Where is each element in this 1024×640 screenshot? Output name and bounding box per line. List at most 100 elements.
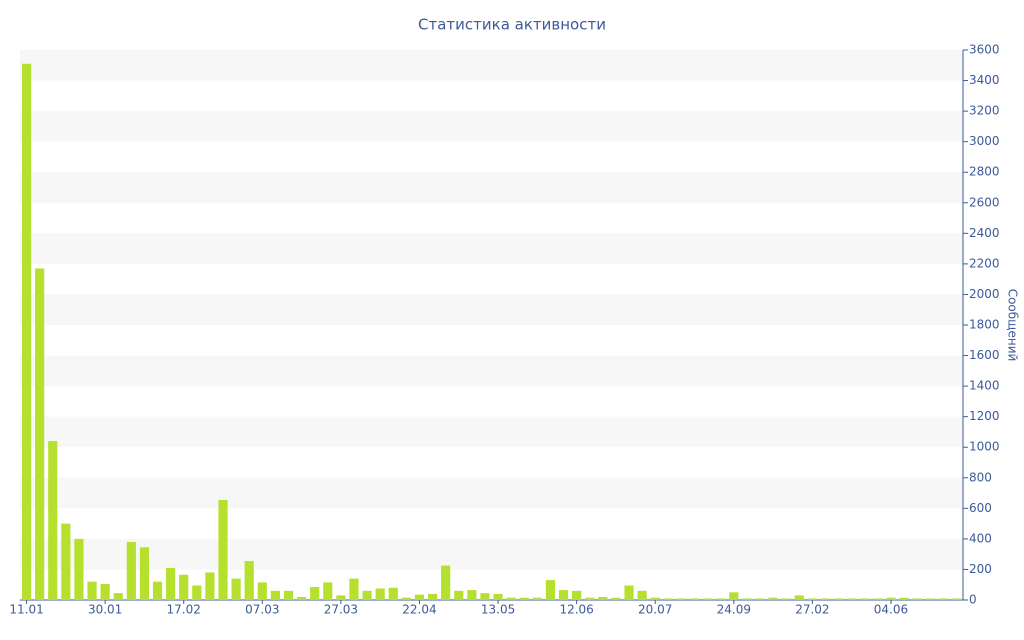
bar (794, 595, 804, 600)
bar (598, 596, 608, 600)
bar (349, 578, 359, 600)
y-tick-label: 1000 (969, 440, 1000, 454)
y-tick-label: 3600 (969, 43, 1000, 57)
bar (572, 590, 582, 600)
bar (270, 590, 280, 600)
bar (833, 598, 844, 600)
bar (676, 598, 686, 600)
bar (951, 598, 962, 600)
bar (401, 597, 411, 600)
bar (860, 598, 870, 600)
bar (532, 597, 542, 600)
y-tick-label: 1400 (969, 379, 1000, 393)
chart-title: Статистика активности (418, 16, 606, 34)
bar (755, 598, 765, 600)
bar (847, 598, 857, 600)
bar (768, 597, 778, 600)
y-tick-label: 3400 (969, 73, 1000, 87)
grid-band (20, 294, 963, 325)
bar (192, 585, 202, 600)
y-tick-label: 3000 (969, 134, 1000, 148)
bar (454, 590, 464, 600)
bar (506, 597, 516, 600)
bar (257, 582, 267, 600)
bar (899, 597, 909, 600)
bar (375, 588, 385, 600)
x-tick-label: 04.06 (874, 603, 908, 617)
bar (716, 598, 726, 600)
x-tick-label: 24.09 (717, 603, 751, 617)
bar (218, 499, 228, 600)
bar (912, 598, 922, 600)
y-tick-label: 2000 (969, 287, 1000, 301)
bar (231, 578, 241, 600)
bar (938, 598, 948, 600)
bar (545, 580, 556, 600)
bar (336, 595, 346, 600)
bar (323, 582, 333, 600)
grid-band (20, 477, 963, 509)
x-tick-label: 27.03 (324, 603, 358, 617)
y-tick-label: 2800 (969, 165, 1000, 179)
grid-band (20, 50, 963, 81)
y-tick-label: 800 (969, 470, 992, 484)
x-tick-label: 20.07 (638, 603, 672, 617)
bar (74, 538, 84, 600)
x-tick-label: 07.03 (245, 603, 279, 617)
y-tick-label: 1600 (969, 348, 1000, 362)
bar (480, 593, 490, 600)
bar (48, 441, 58, 600)
x-tick-label: 30.01 (88, 603, 122, 617)
bar (61, 523, 71, 600)
bar (139, 547, 150, 600)
y-tick-label: 600 (969, 501, 992, 515)
bar (152, 581, 163, 600)
bar (179, 574, 189, 600)
y-axis-label: Сообщений (1006, 289, 1020, 362)
bar (362, 590, 372, 600)
bar (624, 585, 634, 600)
bar (886, 597, 896, 600)
bar (925, 598, 935, 600)
bar (729, 592, 739, 600)
x-tick-label: 17.02 (167, 603, 201, 617)
bar (689, 598, 700, 600)
bar (126, 541, 136, 600)
y-tick-label: 400 (969, 531, 992, 545)
bar (113, 593, 123, 600)
y-tick-label: 3200 (969, 104, 1000, 118)
x-tick-label: 13.05 (481, 603, 515, 617)
grid-band (20, 538, 963, 570)
y-tick-label: 200 (969, 562, 992, 576)
bar (35, 268, 45, 600)
bar (414, 594, 425, 600)
bar (310, 587, 320, 600)
bar (519, 597, 529, 600)
bar (21, 63, 32, 600)
bar (873, 598, 883, 600)
bar (493, 593, 503, 600)
bar (558, 590, 569, 600)
y-tick-label: 2400 (969, 226, 1000, 240)
bar (297, 596, 307, 600)
bar (611, 597, 621, 600)
grid-band (20, 416, 963, 448)
y-tick-label: 2200 (969, 256, 1000, 270)
y-tick-label: 2600 (969, 195, 1000, 209)
bar (703, 598, 713, 600)
bar (427, 593, 438, 600)
bar (781, 598, 791, 600)
bar (807, 598, 817, 600)
bar (650, 597, 660, 600)
bar (388, 587, 398, 600)
grid-band (20, 172, 963, 203)
bar (100, 583, 110, 600)
bar (205, 572, 215, 600)
y-tick-label: 0 (969, 593, 977, 607)
grid-band (20, 233, 963, 264)
bar (441, 565, 451, 600)
x-tick-label: 22.04 (402, 603, 436, 617)
bar (637, 590, 647, 600)
bar (663, 598, 673, 600)
